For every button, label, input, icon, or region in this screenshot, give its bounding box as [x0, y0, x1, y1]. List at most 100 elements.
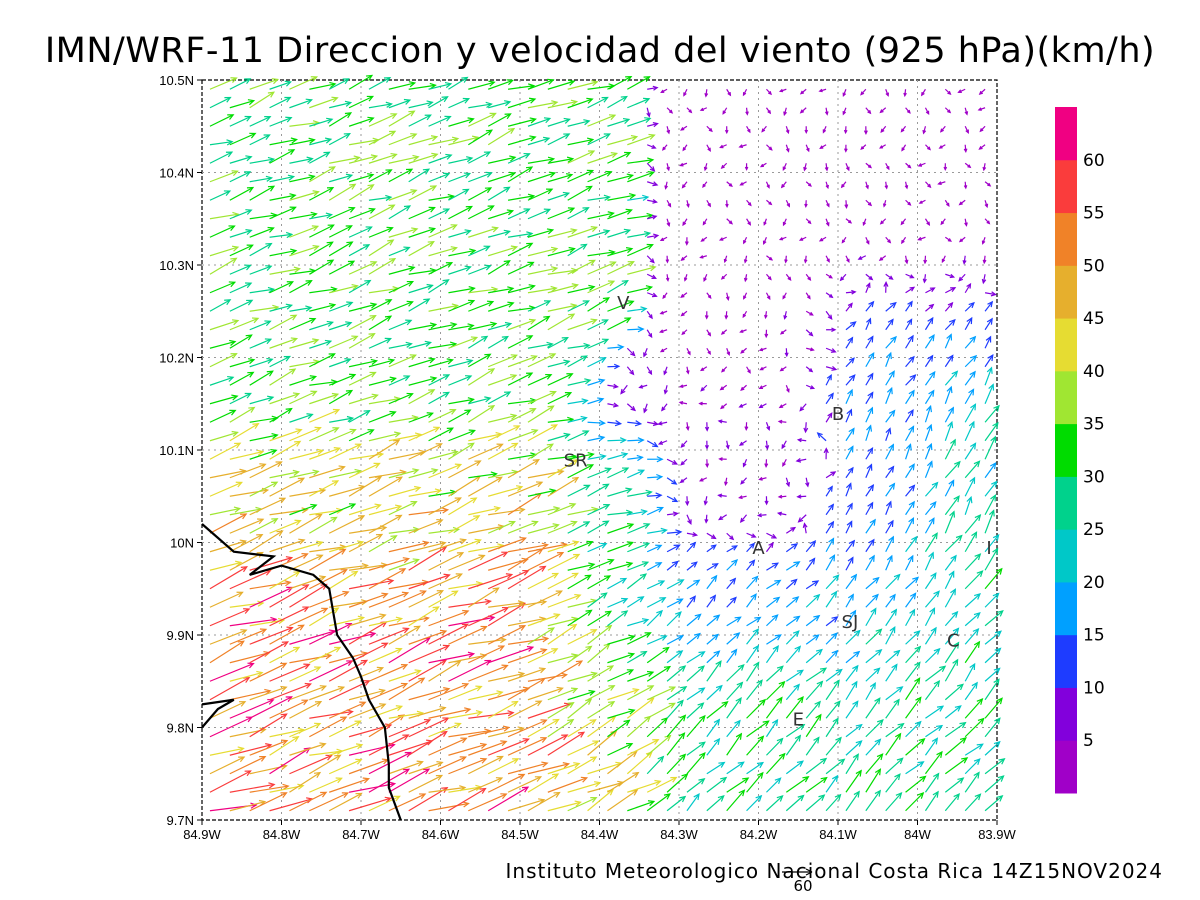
- wind-vector-head: [553, 506, 561, 513]
- wind-vector-head: [762, 240, 767, 246]
- wind-vector-head: [982, 259, 987, 265]
- wind-vector: [783, 107, 787, 117]
- wind-vector-head: [897, 722, 905, 730]
- wind-vector: [428, 136, 460, 146]
- wind-vector-shaft: [706, 563, 718, 571]
- wind-vector: [487, 758, 520, 775]
- wind-vector-head: [991, 480, 998, 488]
- wind-vector: [428, 172, 451, 183]
- wind-vector-head: [439, 540, 447, 547]
- wind-vector: [547, 476, 580, 497]
- wind-vector: [805, 540, 817, 553]
- wind-vector-head: [334, 754, 342, 761]
- wind-vector-shaft: [487, 425, 520, 442]
- wind-vector: [860, 144, 867, 150]
- wind-vector-shaft: [825, 347, 836, 353]
- wind-vector-head: [728, 183, 733, 188]
- wind-vector-head: [249, 132, 257, 139]
- wind-vector-head: [853, 790, 860, 798]
- wind-vector-shaft: [607, 653, 635, 664]
- wind-vector: [289, 305, 313, 312]
- wind-vector-head: [347, 260, 356, 267]
- wind-vector: [448, 429, 476, 442]
- wind-vector: [643, 348, 648, 358]
- wind-vector-head: [467, 651, 476, 658]
- wind-vector: [627, 420, 643, 427]
- wind-vector-head: [778, 88, 784, 93]
- wind-vector-head: [240, 566, 248, 573]
- wind-vector: [843, 126, 848, 135]
- wind-vector-head: [354, 720, 362, 727]
- wind-vector-head: [531, 520, 539, 527]
- wind-vector-head: [237, 640, 245, 647]
- wind-vector-head: [988, 509, 995, 517]
- wind-vector-shaft: [845, 791, 860, 812]
- wind-vector: [229, 406, 256, 423]
- wind-vector: [785, 199, 790, 208]
- wind-vector-shaft: [825, 374, 832, 386]
- wind-vector-shaft: [964, 371, 976, 386]
- wind-vector-shaft: [885, 302, 897, 312]
- wind-vector-shaft: [905, 738, 925, 756]
- wind-vector-shaft: [368, 795, 400, 812]
- wind-vector-head: [285, 407, 293, 414]
- wind-vector-shaft: [408, 358, 435, 368]
- wind-vector-head: [926, 404, 933, 413]
- wind-vector-shaft: [507, 649, 547, 664]
- wind-vector: [209, 566, 248, 590]
- wind-vector-head: [607, 558, 615, 565]
- wind-vector-head: [973, 612, 981, 619]
- wind-vector: [388, 189, 418, 201]
- wind-vector: [666, 560, 679, 571]
- wind-vector: [785, 645, 802, 664]
- wind-vector-head: [759, 366, 764, 371]
- wind-vector-head: [949, 510, 956, 518]
- wind-vector: [329, 283, 359, 294]
- wind-vector-head: [888, 275, 894, 280]
- colorbar-segment: [1055, 476, 1077, 530]
- wind-vector-shaft: [229, 690, 271, 701]
- wind-vector: [700, 366, 708, 372]
- wind-vector-head: [707, 350, 711, 356]
- wind-vector: [309, 353, 336, 368]
- wind-vector: [587, 170, 613, 183]
- wind-vector-head: [987, 300, 994, 308]
- wind-vector: [329, 173, 354, 183]
- wind-vector-head: [774, 634, 782, 641]
- wind-vector-head: [847, 466, 854, 474]
- wind-vector-shaft: [428, 497, 462, 516]
- wind-vector-head: [582, 207, 590, 213]
- wind-vector: [309, 137, 333, 146]
- wind-vector-head: [527, 193, 536, 200]
- wind-vector-shaft: [865, 373, 874, 386]
- wind-vector-shaft: [209, 353, 237, 368]
- wind-vector-shaft: [368, 648, 402, 664]
- wind-vector-head: [285, 303, 294, 310]
- wind-vector-head: [381, 642, 389, 649]
- wind-vector: [925, 724, 944, 738]
- wind-vector: [309, 339, 333, 349]
- wind-vector: [448, 323, 475, 331]
- wind-vector: [764, 459, 769, 468]
- wind-vector: [796, 494, 807, 499]
- wind-vector: [726, 348, 731, 357]
- wind-vector: [328, 335, 359, 349]
- wind-vector-shaft: [527, 507, 560, 516]
- wind-vector-head: [994, 647, 1002, 655]
- wind-vector-head: [295, 428, 303, 435]
- wind-vector-shaft: [547, 654, 578, 664]
- wind-vector: [766, 665, 784, 682]
- wind-vector-head: [950, 438, 956, 446]
- wind-vector-shaft: [269, 699, 308, 719]
- wind-vector: [905, 286, 916, 294]
- wind-vector-head: [298, 538, 306, 545]
- wind-vector-head: [360, 659, 369, 666]
- wind-vector-shaft: [666, 544, 680, 553]
- wind-vector: [905, 535, 918, 553]
- wind-vector-head: [570, 99, 579, 106]
- wind-vector-head: [503, 186, 511, 193]
- wind-vector: [905, 318, 913, 331]
- wind-vector: [607, 402, 620, 408]
- wind-vector: [865, 649, 883, 664]
- wind-vector: [984, 404, 1000, 423]
